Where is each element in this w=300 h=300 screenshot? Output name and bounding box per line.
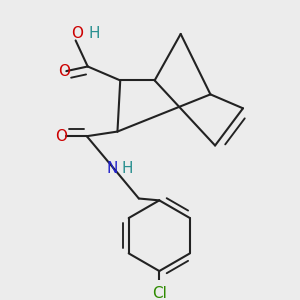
Text: O: O <box>55 129 67 144</box>
Text: H: H <box>88 26 100 40</box>
Text: O: O <box>58 64 70 79</box>
Text: O: O <box>71 26 83 40</box>
Text: Cl: Cl <box>152 286 167 300</box>
Text: H: H <box>121 161 133 176</box>
Text: N: N <box>106 161 118 176</box>
